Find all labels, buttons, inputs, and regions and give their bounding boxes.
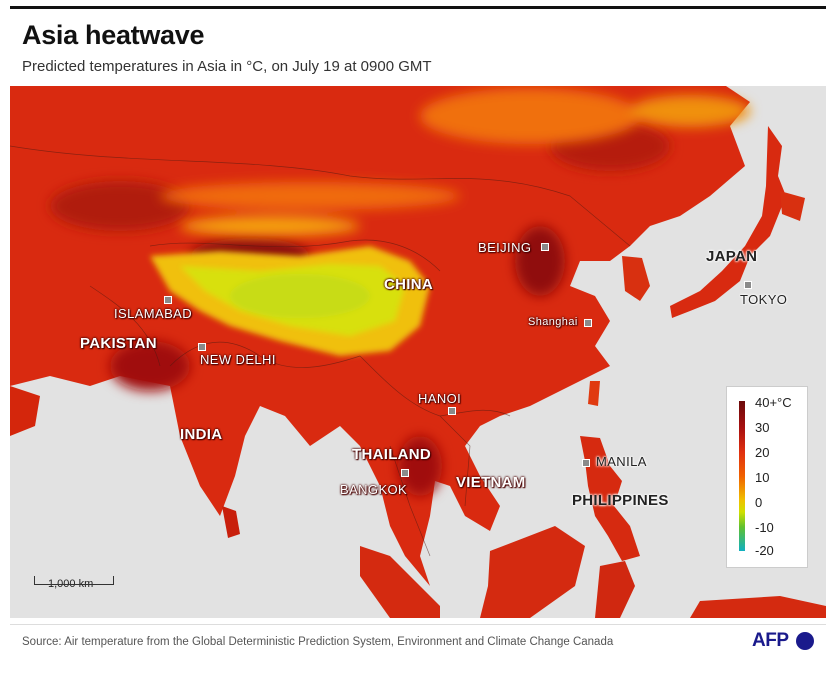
tibetan-plateau — [150, 246, 430, 356]
landmass-hokkaido — [780, 191, 805, 221]
country-china: CHINA — [384, 276, 433, 293]
legend-tick-30: 30 — [755, 420, 770, 435]
landmass-new-guinea — [690, 596, 826, 618]
landmass-sri-lanka — [222, 506, 240, 538]
landmass-philippines — [580, 436, 640, 561]
legend-tick-minus20: -20 — [755, 543, 774, 558]
city-islamabad: ISLAMABAD — [114, 306, 193, 321]
tokyo-marker — [744, 281, 752, 289]
legend-tick-20: 20 — [755, 445, 770, 460]
city-bangkok: BANGKOK — [340, 482, 408, 497]
country-vietnam: VIETNAM — [456, 474, 526, 491]
landmass-korea — [622, 256, 650, 301]
country-philippines: PHILIPPINES — [572, 492, 669, 509]
country-japan: JAPAN — [706, 248, 758, 265]
landmass-sumatra — [360, 546, 440, 618]
hanoi-marker — [448, 407, 456, 415]
city-manila: MANILA — [596, 454, 647, 469]
footer-rule — [10, 624, 826, 625]
map-svg — [10, 86, 826, 618]
landmass-taiwan — [588, 381, 600, 406]
bangkok-marker — [401, 469, 409, 477]
country-thailand: THAILAND — [352, 446, 432, 463]
shanghai-marker — [584, 319, 592, 327]
country-borders — [10, 145, 631, 557]
legend-tick-10: 10 — [755, 470, 770, 485]
country-india: INDIA — [180, 426, 223, 443]
beijing-marker — [541, 243, 549, 251]
temperature-legend: 40+°C 30 20 10 0 -10 -20 — [726, 386, 808, 568]
legend-color-ramp — [739, 401, 745, 551]
city-beijing: BEIJING — [478, 240, 532, 255]
new-delhi-marker — [198, 343, 206, 351]
legend-tick-0: 0 — [755, 495, 763, 510]
temperature-map: BEIJING TOKYO Shanghai ISLAMABAD NEW DEL… — [10, 86, 826, 618]
landmass-borneo — [480, 526, 585, 618]
afp-logo: AFP — [752, 630, 789, 651]
manila-marker — [582, 459, 590, 467]
city-tokyo: TOKYO — [740, 292, 788, 307]
map-title: Asia heatwave — [22, 20, 205, 50]
landmass-arabia — [10, 386, 40, 436]
source-note: Source: Air temperature from the Global … — [22, 636, 614, 648]
top-rule — [10, 6, 826, 9]
afp-logo-dot — [796, 632, 814, 650]
city-new-delhi: NEW DELHI — [200, 352, 276, 367]
scale-bar — [34, 576, 114, 585]
country-pakistan: PAKISTAN — [80, 335, 157, 352]
warm-zones — [160, 88, 750, 236]
legend-tick-40: 40+°C — [755, 395, 792, 410]
city-shanghai: Shanghai — [528, 316, 578, 328]
map-subtitle: Predicted temperatures in Asia in °C, on… — [22, 58, 432, 75]
city-hanoi: HANOI — [418, 391, 462, 406]
landmass-japan — [670, 126, 786, 318]
landmass-sulawesi — [595, 561, 635, 618]
islamabad-marker — [164, 296, 172, 304]
legend-tick-minus10: -10 — [755, 520, 774, 535]
